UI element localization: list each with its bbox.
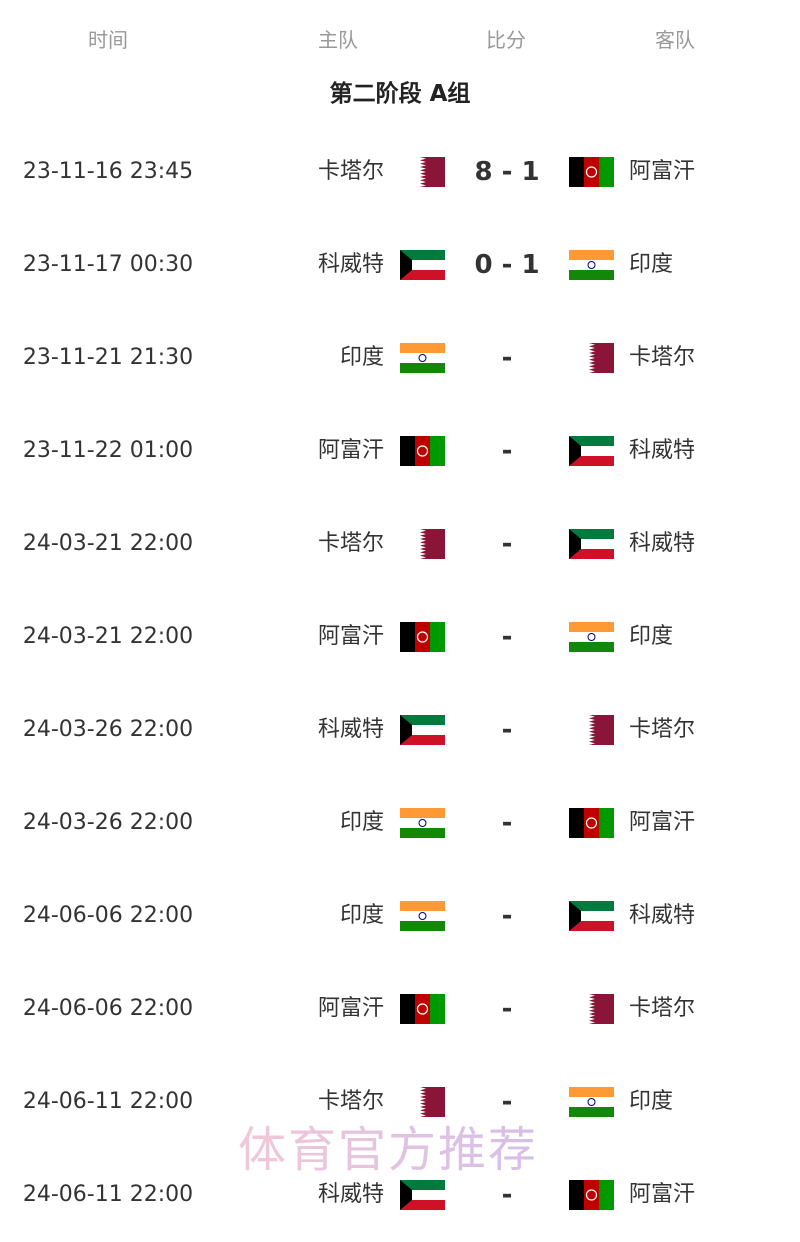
header-score: 比分 bbox=[486, 28, 526, 52]
india-flag-icon bbox=[569, 622, 614, 652]
afghanistan-flag-icon bbox=[400, 994, 445, 1024]
match-time: 23-11-22 01:00 bbox=[22, 438, 194, 463]
qatar-flag-icon bbox=[569, 343, 614, 373]
afghanistan-flag-icon bbox=[569, 157, 614, 187]
match-score: - bbox=[501, 529, 513, 559]
match-score: - bbox=[501, 808, 513, 838]
afghanistan-flag-icon bbox=[569, 808, 614, 838]
match-score: - bbox=[501, 994, 513, 1024]
home-team: 印度 bbox=[339, 810, 384, 835]
match-row[interactable]: 24-06-11 22:00 科威特 - 阿富汗 bbox=[0, 1149, 800, 1242]
afghanistan-flag-icon bbox=[569, 1180, 614, 1210]
home-team: 卡塔尔 bbox=[317, 159, 384, 184]
away-team: 印度 bbox=[629, 1089, 674, 1114]
match-time: 24-06-11 22:00 bbox=[22, 1089, 194, 1114]
india-flag-icon bbox=[569, 1087, 614, 1117]
match-time: 24-06-06 22:00 bbox=[22, 903, 194, 928]
home-team: 科威特 bbox=[317, 717, 384, 742]
kuwait-flag-icon bbox=[400, 250, 445, 280]
match-time: 24-03-26 22:00 bbox=[22, 810, 194, 835]
match-time: 23-11-21 21:30 bbox=[22, 345, 194, 370]
home-team: 阿富汗 bbox=[317, 996, 384, 1021]
away-team: 卡塔尔 bbox=[629, 996, 696, 1021]
match-time: 24-03-21 22:00 bbox=[22, 624, 194, 649]
header-home: 主队 bbox=[318, 28, 358, 52]
kuwait-flag-icon bbox=[400, 1180, 445, 1210]
match-row[interactable]: 24-03-21 22:00 卡塔尔 - 科威特 bbox=[0, 498, 800, 591]
match-time: 23-11-16 23:45 bbox=[22, 159, 194, 184]
home-team: 阿富汗 bbox=[317, 438, 384, 463]
india-flag-icon bbox=[569, 250, 614, 280]
match-score: - bbox=[501, 715, 513, 745]
match-score: - bbox=[501, 343, 513, 373]
match-score: - bbox=[501, 1180, 513, 1210]
away-team: 科威特 bbox=[629, 531, 696, 556]
stage-title: 第二阶段 A组 bbox=[329, 81, 471, 107]
kuwait-flag-icon bbox=[569, 901, 614, 931]
home-team: 阿富汗 bbox=[317, 624, 384, 649]
match-row[interactable]: 24-06-06 22:00 阿富汗 - 卡塔尔 bbox=[0, 963, 800, 1056]
header-time: 时间 bbox=[88, 28, 128, 52]
kuwait-flag-icon bbox=[400, 715, 445, 745]
match-row[interactable]: 23-11-17 00:30 科威特 0 - 1 印度 bbox=[0, 219, 800, 312]
match-time: 24-03-26 22:00 bbox=[22, 717, 194, 742]
qatar-flag-icon bbox=[400, 157, 445, 187]
away-team: 印度 bbox=[629, 252, 674, 277]
home-team: 科威特 bbox=[317, 1182, 384, 1207]
match-score: - bbox=[501, 1087, 513, 1117]
away-team: 印度 bbox=[629, 624, 674, 649]
match-row[interactable]: 23-11-16 23:45 卡塔尔 8 - 1 阿富汗 bbox=[0, 126, 800, 219]
match-score: 8 - 1 bbox=[474, 157, 540, 187]
match-row[interactable]: 24-03-26 22:00 印度 - 阿富汗 bbox=[0, 777, 800, 870]
away-team: 阿富汗 bbox=[629, 1182, 696, 1207]
afghanistan-flag-icon bbox=[400, 436, 445, 466]
home-team: 科威特 bbox=[317, 252, 384, 277]
match-row[interactable]: 24-03-26 22:00 科威特 - 卡塔尔 bbox=[0, 684, 800, 777]
match-score: - bbox=[501, 622, 513, 652]
india-flag-icon bbox=[400, 901, 445, 931]
qatar-flag-icon bbox=[400, 529, 445, 559]
match-row[interactable]: 23-11-22 01:00 阿富汗 - 科威特 bbox=[0, 405, 800, 498]
qatar-flag-icon bbox=[400, 1087, 445, 1117]
kuwait-flag-icon bbox=[569, 436, 614, 466]
away-team: 阿富汗 bbox=[629, 810, 696, 835]
match-score: 0 - 1 bbox=[474, 250, 540, 280]
away-team: 卡塔尔 bbox=[629, 717, 696, 742]
home-team: 卡塔尔 bbox=[317, 1089, 384, 1114]
away-team: 卡塔尔 bbox=[629, 345, 696, 370]
match-time: 23-11-17 00:30 bbox=[22, 252, 194, 277]
match-row[interactable]: 24-03-21 22:00 阿富汗 - 印度 bbox=[0, 591, 800, 684]
qatar-flag-icon bbox=[569, 994, 614, 1024]
match-time: 24-03-21 22:00 bbox=[22, 531, 194, 556]
match-time: 24-06-06 22:00 bbox=[22, 996, 194, 1021]
header-away: 客队 bbox=[655, 28, 695, 52]
india-flag-icon bbox=[400, 343, 445, 373]
match-score: - bbox=[501, 901, 513, 931]
away-team: 阿富汗 bbox=[629, 159, 696, 184]
match-row[interactable]: 24-06-06 22:00 印度 - 科威特 bbox=[0, 870, 800, 963]
home-team: 卡塔尔 bbox=[317, 531, 384, 556]
match-score: - bbox=[501, 436, 513, 466]
match-row[interactable]: 24-06-11 22:00 卡塔尔 - 印度 bbox=[0, 1056, 800, 1149]
home-team: 印度 bbox=[339, 903, 384, 928]
match-time: 24-06-11 22:00 bbox=[22, 1182, 194, 1207]
india-flag-icon bbox=[400, 808, 445, 838]
afghanistan-flag-icon bbox=[400, 622, 445, 652]
qatar-flag-icon bbox=[569, 715, 614, 745]
kuwait-flag-icon bbox=[569, 529, 614, 559]
home-team: 印度 bbox=[339, 345, 384, 370]
away-team: 科威特 bbox=[629, 438, 696, 463]
match-row[interactable]: 23-11-21 21:30 印度 - 卡塔尔 bbox=[0, 312, 800, 405]
away-team: 科威特 bbox=[629, 903, 696, 928]
